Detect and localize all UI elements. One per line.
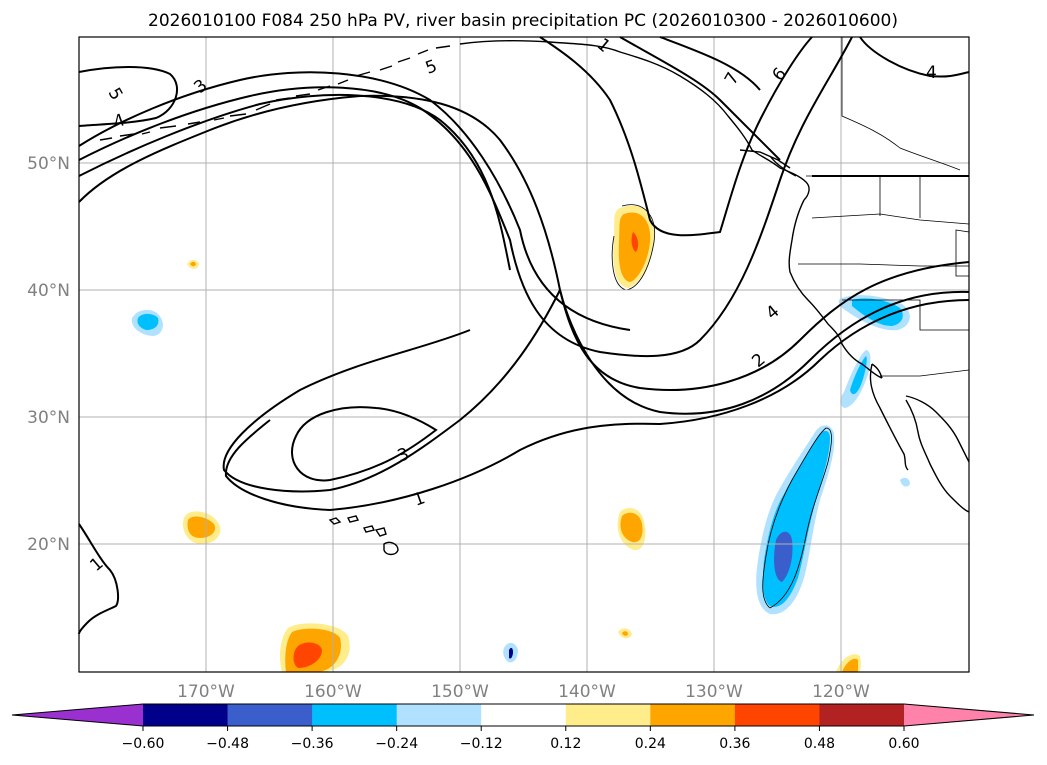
lat-label: 40°N bbox=[27, 281, 70, 301]
coastlines bbox=[99, 39, 970, 556]
lat-label: 20°N bbox=[27, 535, 70, 555]
colorbar-tick-label: 0.24 bbox=[635, 736, 666, 752]
lon-label: 150°W bbox=[431, 682, 489, 702]
colorbar-tick-label: −0.48 bbox=[206, 736, 249, 752]
anomaly-negative-mexico bbox=[900, 477, 910, 487]
colorbar-segment bbox=[734, 704, 820, 726]
colorbar-tick-label: −0.24 bbox=[375, 736, 418, 752]
map-background bbox=[79, 37, 969, 672]
map-frame bbox=[78, 36, 970, 673]
colorbar-segment bbox=[819, 704, 905, 726]
colorbar-tick-label: 0.12 bbox=[550, 736, 581, 752]
colorbar: −0.60 −0.48 −0.36 −0.24 −0.12 0.12 0.24 0.36 0.4… bbox=[11, 703, 1035, 752]
lon-label: 170°W bbox=[177, 682, 235, 702]
colorbar-tick-label: −0.12 bbox=[460, 736, 503, 752]
colorbar-tick-label: −0.60 bbox=[122, 736, 165, 752]
colorbar-segment bbox=[481, 704, 567, 726]
colorbar-segment bbox=[396, 704, 482, 726]
lat-labels: 50°N 40°N 30°N 20°N bbox=[27, 154, 70, 555]
lon-labels: 170°W 160°W 150°W 140°W 130°W 120°W bbox=[177, 682, 870, 702]
lat-label: 50°N bbox=[27, 154, 70, 174]
colorbar-segment bbox=[227, 704, 313, 726]
lon-label: 140°W bbox=[558, 682, 616, 702]
lon-label: 130°W bbox=[685, 682, 743, 702]
lat-label: 30°N bbox=[27, 408, 70, 428]
colorbar-segment bbox=[650, 704, 736, 726]
colorbar-segment bbox=[565, 704, 651, 726]
colorbar-tick-label: −0.36 bbox=[291, 736, 334, 752]
lon-label: 160°W bbox=[304, 682, 362, 702]
colorbar-extend-low bbox=[12, 704, 143, 726]
colorbar-tick-label: 0.60 bbox=[888, 736, 919, 752]
colorbar-tick-label: 0.48 bbox=[804, 736, 835, 752]
colorbar-extend-high bbox=[904, 704, 1034, 726]
map-panel: 5 3 4 5 7 6 4 1 3 1 4 2 1 bbox=[78, 35, 970, 673]
colorbar-segment bbox=[143, 704, 229, 726]
contour-label: 4 bbox=[926, 63, 937, 83]
colorbar-tick-label: 0.36 bbox=[719, 736, 750, 752]
colorbar-segment bbox=[312, 704, 398, 726]
figure-title: 2026010100 F084 250 hPa PV, river basin … bbox=[148, 11, 898, 31]
pv-contour-1 bbox=[78, 94, 970, 391]
lon-label: 120°W bbox=[812, 682, 870, 702]
pv-contours bbox=[78, 36, 970, 635]
